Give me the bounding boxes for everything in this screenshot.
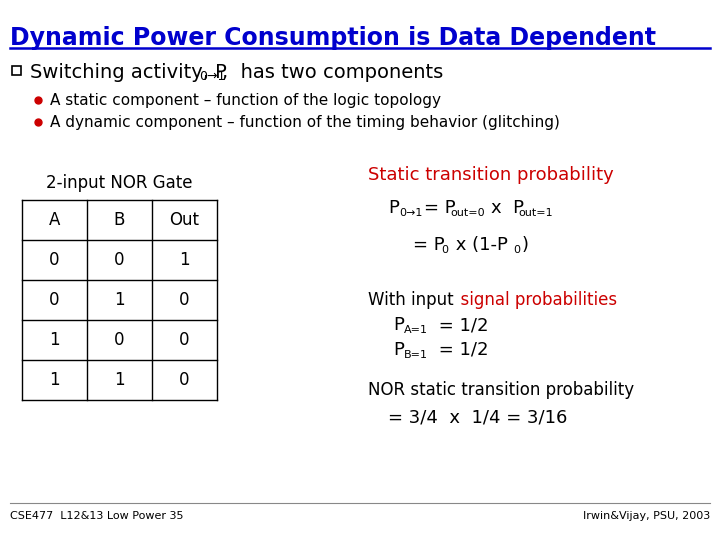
Text: 0: 0 <box>441 245 448 255</box>
Text: x  P: x P <box>491 199 524 217</box>
Text: = 1/2: = 1/2 <box>433 316 488 334</box>
Text: = 3/4  x  1/4 = 3/16: = 3/4 x 1/4 = 3/16 <box>388 409 567 427</box>
Text: 0→1: 0→1 <box>399 208 423 218</box>
Text: 0: 0 <box>114 251 125 269</box>
Text: ): ) <box>522 236 529 254</box>
Text: P: P <box>393 316 404 334</box>
Text: A static component – function of the logic topology: A static component – function of the log… <box>50 92 441 107</box>
Bar <box>12 66 21 75</box>
Text: 0→1: 0→1 <box>199 71 225 84</box>
Text: CSE477  L12&13 Low Power 35: CSE477 L12&13 Low Power 35 <box>10 511 184 521</box>
Text: out=1: out=1 <box>518 208 553 218</box>
Text: 1: 1 <box>114 371 125 389</box>
Text: = 1/2: = 1/2 <box>433 341 488 359</box>
Text: Switching activity, P: Switching activity, P <box>30 64 227 83</box>
Text: 1: 1 <box>49 371 60 389</box>
Text: Irwin&Vijay, PSU, 2003: Irwin&Vijay, PSU, 2003 <box>582 511 710 521</box>
Text: 2-input NOR Gate: 2-input NOR Gate <box>46 174 193 192</box>
Text: 1: 1 <box>114 291 125 309</box>
Text: NOR static transition probability: NOR static transition probability <box>368 381 634 399</box>
Text: = P: = P <box>424 199 456 217</box>
Text: = P: = P <box>413 236 445 254</box>
Text: 0: 0 <box>49 291 60 309</box>
Text: 0: 0 <box>114 331 125 349</box>
Text: A=1: A=1 <box>404 325 428 335</box>
Text: ,  has two components: , has two components <box>222 64 444 83</box>
Text: 0: 0 <box>179 371 190 389</box>
Text: 1: 1 <box>179 251 190 269</box>
Text: x (1-P: x (1-P <box>450 236 508 254</box>
Text: 0: 0 <box>513 245 520 255</box>
Text: P: P <box>388 199 399 217</box>
Text: 1: 1 <box>49 331 60 349</box>
Text: Dynamic Power Consumption is Data Dependent: Dynamic Power Consumption is Data Depend… <box>10 26 656 50</box>
Text: B=1: B=1 <box>404 350 428 360</box>
Text: 0: 0 <box>179 291 190 309</box>
Text: 0: 0 <box>49 251 60 269</box>
Text: Out: Out <box>169 211 199 229</box>
Text: With input: With input <box>368 291 454 309</box>
Text: out=0: out=0 <box>450 208 485 218</box>
Text: B: B <box>114 211 125 229</box>
Text: P: P <box>393 341 404 359</box>
Text: A: A <box>49 211 60 229</box>
Text: 0: 0 <box>179 331 190 349</box>
Text: Static transition probability: Static transition probability <box>368 166 613 184</box>
Text: A dynamic component – function of the timing behavior (glitching): A dynamic component – function of the ti… <box>50 114 560 130</box>
Text: signal probabilities: signal probabilities <box>450 291 617 309</box>
